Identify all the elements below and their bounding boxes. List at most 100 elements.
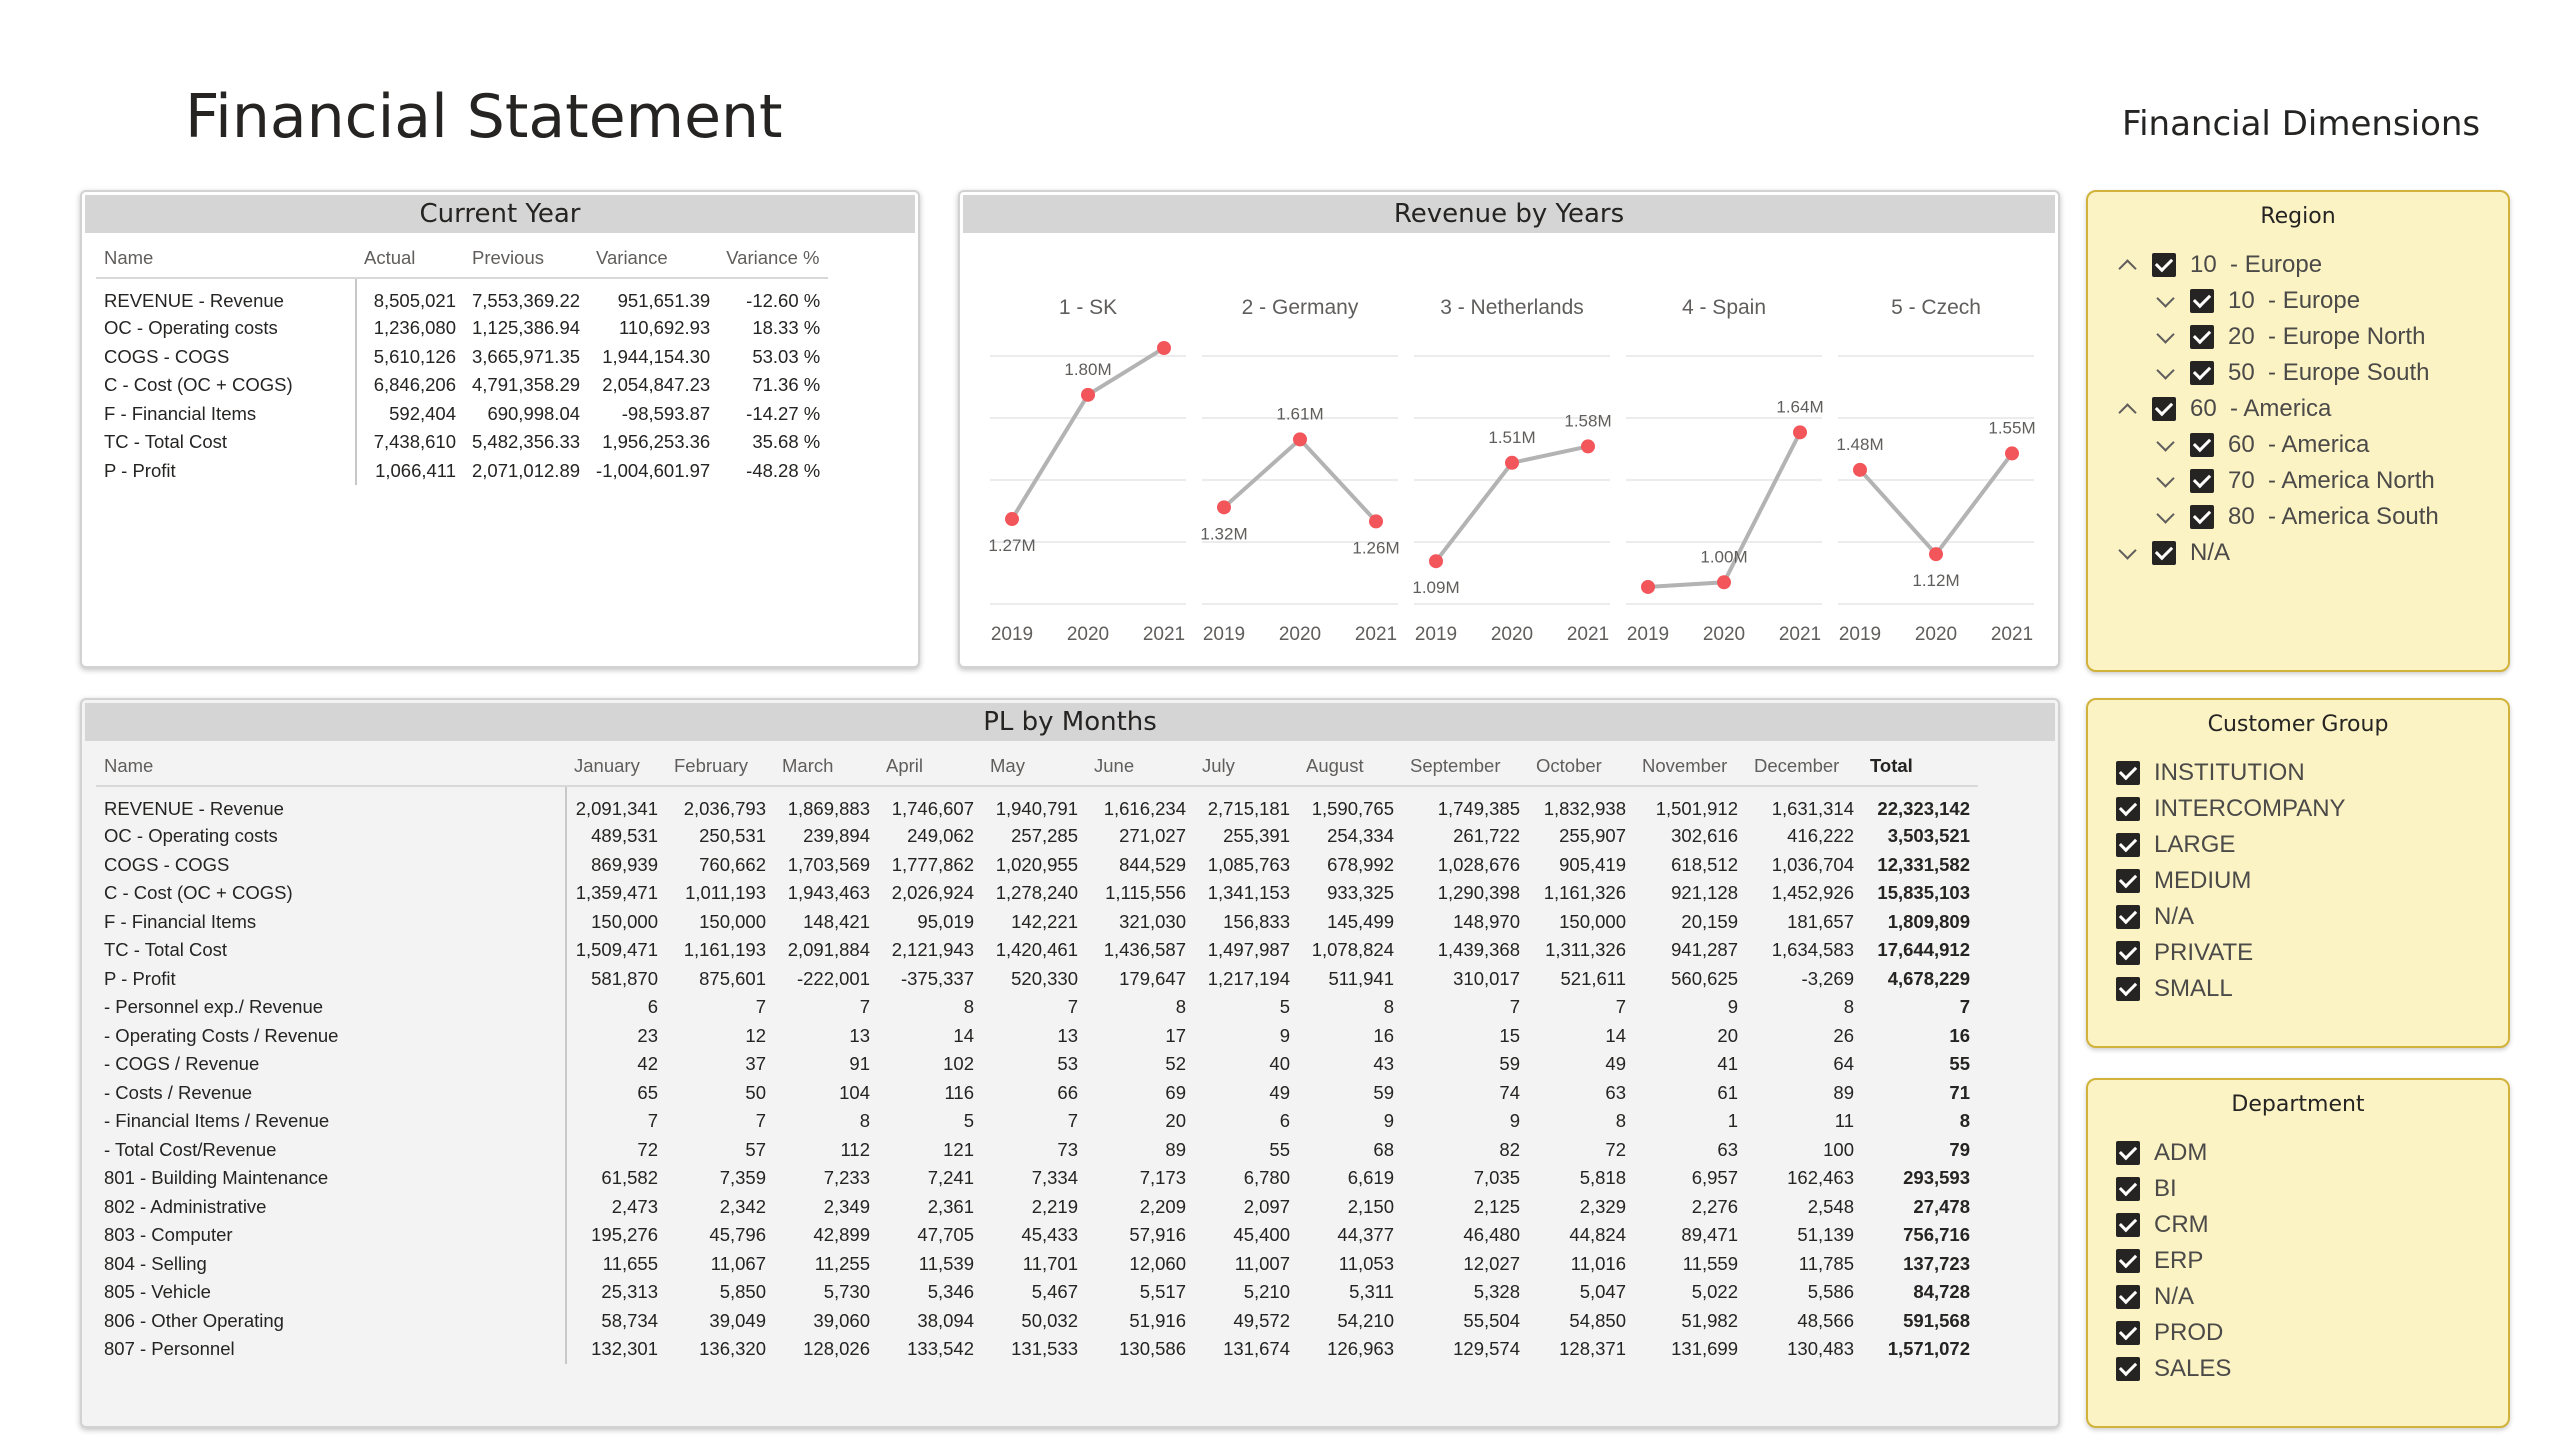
- value-cell: 618,512: [1671, 853, 1738, 875]
- chevron-up-icon[interactable]: [2116, 398, 2138, 420]
- pl-column-header[interactable]: December: [1746, 746, 1862, 787]
- pl-column-header[interactable]: November: [1634, 746, 1746, 787]
- checkbox-checked-icon[interactable]: [2116, 869, 2140, 893]
- value-cell: 1,631,314: [1771, 797, 1854, 819]
- checkbox-checked-icon[interactable]: [2190, 505, 2214, 529]
- slicer-item[interactable]: CRM: [2116, 1210, 2209, 1240]
- checkbox-checked-icon[interactable]: [2190, 325, 2214, 349]
- data-label: 1.61M: [1276, 404, 1323, 423]
- checkbox-checked-icon[interactable]: [2116, 1249, 2140, 1273]
- value-cell: 51,982: [1681, 1309, 1738, 1331]
- chevron-down-icon[interactable]: [2154, 290, 2176, 312]
- checkbox-checked-icon[interactable]: [2116, 833, 2140, 857]
- slicer-item-label: SMALL: [2154, 975, 2233, 1002]
- slicer-item[interactable]: N/A: [2116, 538, 2230, 568]
- value-cell: 15,835,103: [1877, 882, 1970, 904]
- checkbox-checked-icon[interactable]: [2116, 1141, 2140, 1165]
- checkbox-checked-icon[interactable]: [2116, 977, 2140, 1001]
- checkbox-checked-icon[interactable]: [2116, 1177, 2140, 1201]
- slicer-item-label: BI: [2154, 1175, 2177, 1202]
- chevron-down-icon[interactable]: [2116, 542, 2138, 564]
- cy-column-header[interactable]: Actual: [356, 238, 464, 279]
- value-cell: 63: [1605, 1081, 1626, 1103]
- value-cell: 2,361: [927, 1195, 974, 1217]
- checkbox-checked-icon[interactable]: [2152, 253, 2176, 277]
- slicer-item[interactable]: ADM: [2116, 1138, 2207, 1168]
- table-row: COGS - COGS 869,939 760,662 1,703,569 1,777,…: [96, 850, 1978, 879]
- slicer-item[interactable]: MEDIUM: [2116, 866, 2251, 896]
- pl-column-header[interactable]: January: [566, 746, 666, 787]
- slicer-item[interactable]: N/A: [2116, 1282, 2194, 1312]
- value-cell: 11,785: [1798, 1252, 1854, 1274]
- checkbox-checked-icon[interactable]: [2190, 469, 2214, 493]
- slicer-item[interactable]: PRIVATE: [2116, 938, 2253, 968]
- table-row: COGS - COGS 5,610,126 3,665,971.35 1,944,15…: [96, 342, 828, 371]
- value-cell: 136,320: [699, 1338, 766, 1360]
- checkbox-checked-icon[interactable]: [2190, 289, 2214, 313]
- slicer-item[interactable]: N/A: [2116, 902, 2194, 932]
- pl-column-header[interactable]: February: [666, 746, 774, 787]
- slicer-item[interactable]: INTERCOMPANY: [2116, 794, 2346, 824]
- chevron-up-icon[interactable]: [2116, 254, 2138, 276]
- value-cell: 35.68 %: [752, 431, 821, 453]
- pl-column-header[interactable]: Total: [1862, 746, 1978, 787]
- chevron-down-icon[interactable]: [2154, 434, 2176, 456]
- cy-column-header[interactable]: Name: [96, 238, 356, 279]
- slicer-item[interactable]: 70 - America North: [2154, 466, 2435, 496]
- value-cell: 39,049: [709, 1309, 766, 1331]
- pl-column-header[interactable]: Name: [96, 746, 566, 787]
- slicer-item[interactable]: 10 - Europe: [2154, 286, 2360, 316]
- slicer-item[interactable]: 50 - Europe South: [2154, 358, 2429, 388]
- value-cell: 45,433: [1021, 1224, 1078, 1246]
- value-cell: 82: [1499, 1138, 1520, 1160]
- x-tick-label: 2019: [1627, 624, 1669, 645]
- value-cell: 869,939: [591, 853, 658, 875]
- slicer-item[interactable]: SALES: [2116, 1354, 2231, 1384]
- slicer-item[interactable]: 80 - America South: [2154, 502, 2439, 532]
- checkbox-checked-icon[interactable]: [2152, 541, 2176, 565]
- slicer-item[interactable]: 60 - America: [2116, 394, 2331, 424]
- pl-column-header[interactable]: September: [1402, 746, 1528, 787]
- cy-column-header[interactable]: Previous: [464, 238, 589, 279]
- value-cell: 1,509,471: [575, 939, 658, 961]
- checkbox-checked-icon[interactable]: [2116, 1357, 2140, 1381]
- checkbox-checked-icon[interactable]: [2152, 397, 2176, 421]
- checkbox-checked-icon[interactable]: [2116, 1213, 2140, 1237]
- chevron-down-icon[interactable]: [2154, 326, 2176, 348]
- pl-column-header[interactable]: April: [878, 746, 982, 787]
- checkbox-checked-icon[interactable]: [2190, 361, 2214, 385]
- cy-column-header[interactable]: Variance %: [718, 238, 829, 279]
- chevron-down-icon[interactable]: [2154, 362, 2176, 384]
- slicer-item[interactable]: LARGE: [2116, 830, 2235, 860]
- value-cell: 47,705: [917, 1224, 974, 1246]
- checkbox-checked-icon[interactable]: [2116, 797, 2140, 821]
- slicer-item[interactable]: SMALL: [2116, 974, 2233, 1004]
- row-name-cell: OC - Operating costs: [96, 822, 567, 851]
- slicer-item[interactable]: PROD: [2116, 1318, 2223, 1348]
- data-point: [1157, 341, 1171, 355]
- pl-column-header[interactable]: March: [774, 746, 878, 787]
- checkbox-checked-icon[interactable]: [2116, 1285, 2140, 1309]
- checkbox-checked-icon[interactable]: [2116, 761, 2140, 785]
- cy-column-header[interactable]: Variance: [588, 238, 719, 279]
- slicer-item[interactable]: ERP: [2116, 1246, 2203, 1276]
- pl-column-header[interactable]: October: [1528, 746, 1634, 787]
- checkbox-checked-icon[interactable]: [2116, 941, 2140, 965]
- pl-column-header[interactable]: May: [982, 746, 1086, 787]
- slicer-item[interactable]: 10 - Europe: [2116, 250, 2322, 280]
- pl-column-header[interactable]: August: [1298, 746, 1402, 787]
- pl-column-header[interactable]: June: [1086, 746, 1194, 787]
- checkbox-checked-icon[interactable]: [2190, 433, 2214, 457]
- checkbox-checked-icon[interactable]: [2116, 905, 2140, 929]
- pl-column-header[interactable]: July: [1194, 746, 1298, 787]
- slicer-item[interactable]: 20 - Europe North: [2154, 322, 2425, 352]
- checkbox-checked-icon[interactable]: [2116, 1321, 2140, 1345]
- chevron-down-icon[interactable]: [2154, 506, 2176, 528]
- slicer-item[interactable]: BI: [2116, 1174, 2177, 1204]
- value-cell: 7: [1067, 996, 1078, 1018]
- chevron-down-icon[interactable]: [2154, 470, 2176, 492]
- value-cell: 20: [1165, 1110, 1186, 1132]
- slicer-item[interactable]: INSTITUTION: [2116, 758, 2305, 788]
- value-cell: 11,559: [1682, 1252, 1738, 1274]
- slicer-item[interactable]: 60 - America: [2154, 430, 2369, 460]
